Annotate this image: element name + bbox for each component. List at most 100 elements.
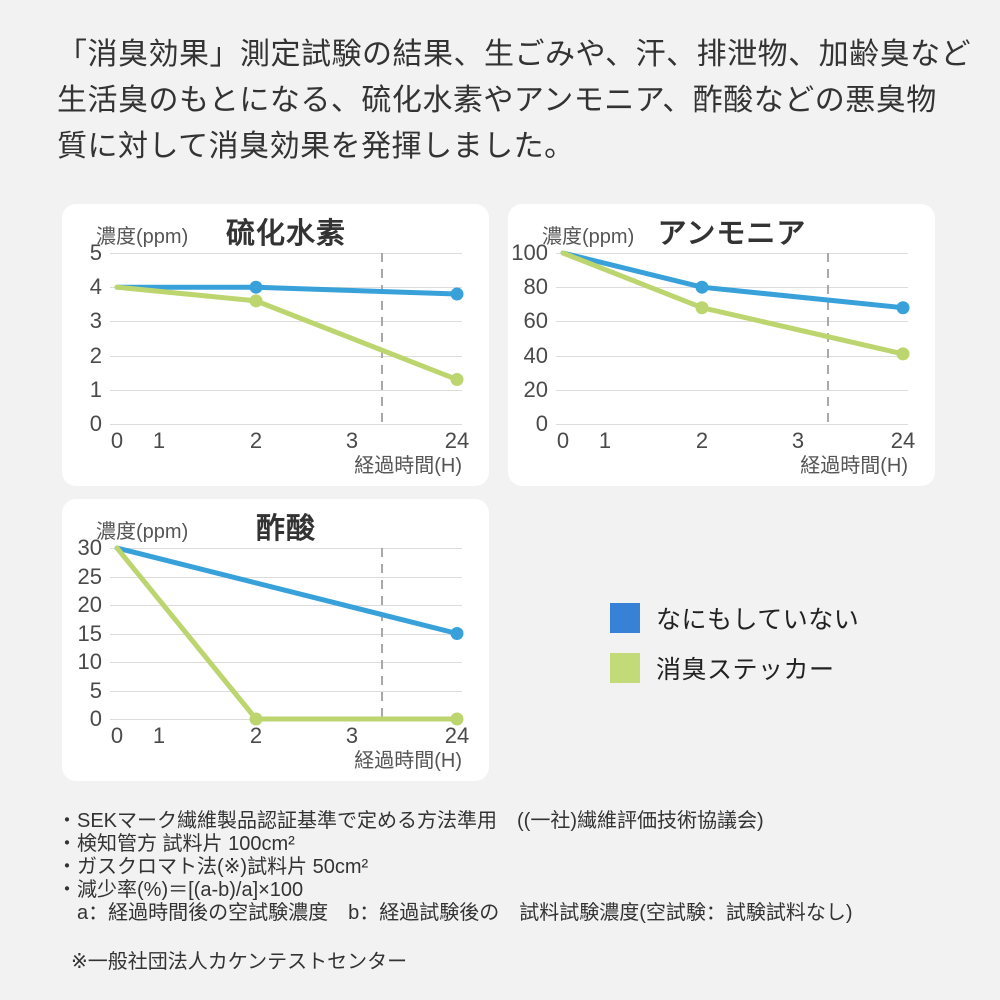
gridline: [110, 605, 462, 606]
x-tick-label: 2: [249, 428, 263, 453]
x-tick-label: 3: [345, 428, 359, 453]
y-tick-label: 100: [511, 240, 548, 265]
data-point-dot: [450, 712, 464, 726]
gridline: [110, 321, 462, 323]
gridline: [110, 633, 462, 635]
legend-item-deodorant-sticker: 消臭ステッカー: [610, 653, 859, 684]
y-axis-title: 濃度(ppm): [96, 226, 189, 248]
plot-area: 5 4 3 2 1 0 0 1 2 3 24: [62, 204, 489, 486]
footnote-line-1: ・SEKマーク繊維製品認証基準で定める方法準用 ((一社)繊維評価技術協議会): [57, 810, 764, 832]
x-tick-label: 0: [110, 428, 124, 453]
plot-area: 100 80 60 40 20 0 0 1 2 3 24: [508, 204, 935, 486]
y-tick-label: 3: [89, 308, 102, 334]
y-tick-label: 80: [523, 274, 548, 300]
x-tick-label: 3: [345, 723, 359, 748]
data-point-dot: [249, 712, 263, 726]
y-tick-label: 25: [77, 563, 102, 589]
legend-swatch-green: [610, 653, 640, 683]
y-tick-label: 2: [89, 342, 102, 368]
y-tick-label: 0: [535, 411, 548, 436]
chart-title: アンモニア: [657, 218, 807, 250]
data-point-dot: [450, 627, 464, 640]
gridline: [110, 662, 462, 663]
legend-label: なにもしていない: [656, 606, 860, 634]
gridline: [556, 389, 908, 391]
footnote-source: ※一般社団法人カケンテストセンター: [71, 951, 408, 973]
header-line-1: 「消臭効果」測定試験の結果、生ごみや、汗、排泄物、加齢臭など: [57, 38, 972, 71]
legend: なにもしていない 消臭ステッカー: [610, 603, 859, 703]
chart-card-acetic-acid: 30 25 20 15 10 5 0 0 1 2 3 24 濃度(ppm) 酢酸 経過時間(H): [62, 499, 489, 781]
footnotes: ・SEKマーク繊維製品認証基準で定める方法準用 ((一社)繊維評価技術協議会) …: [57, 810, 853, 974]
legend-label: 消臭ステッカー: [656, 656, 835, 684]
data-point-dot: [450, 287, 464, 301]
y-tick-label: 15: [77, 620, 102, 646]
plot-area: 30 25 20 15 10 5 0 0 1 2 3 24: [62, 499, 489, 781]
chart-title: 硫化水素: [225, 218, 346, 250]
data-point-dot: [896, 347, 910, 361]
data-point-dot: [450, 373, 464, 387]
x-tick-label: 1: [598, 428, 612, 453]
y-tick-label: 5: [89, 677, 102, 703]
chart-canvas: [114, 545, 464, 726]
header-line-3: 質に対して消臭効果を発揮しました。: [57, 130, 575, 163]
y-tick-label: 20: [77, 592, 102, 617]
y-tick-label: 60: [523, 308, 548, 334]
gridline: [110, 548, 462, 549]
header-text: 「消臭効果」測定試験の結果、生ごみや、汗、排泄物、加齢臭など 生活臭のもとになる…: [57, 32, 972, 170]
series-line: [560, 250, 906, 311]
chart-card-ammonia: 100 80 60 40 20 0 0 1 2 3 24 濃度(ppm) アンモニア 経過時間(H): [508, 204, 935, 486]
gridline: [556, 321, 908, 323]
footnote-line-3: ・ガスクロマト法(※)試料片 50cm²: [57, 856, 369, 878]
gridline: [110, 424, 462, 425]
data-point-dot: [249, 294, 263, 308]
series-line: [114, 284, 460, 383]
y-tick-label: 20: [523, 376, 548, 402]
data-point-dot: [896, 301, 910, 315]
y-axis-title: 濃度(ppm): [542, 226, 635, 248]
x-tick-label: 24: [444, 723, 470, 748]
gridline: [110, 690, 462, 692]
y-tick-label: 5: [89, 240, 102, 265]
y-axis-title: 濃度(ppm): [96, 521, 189, 543]
gridline: [110, 355, 462, 357]
gridline: [556, 253, 908, 254]
gridline: [556, 424, 908, 425]
chart-title: 酢酸: [255, 513, 316, 545]
y-tick-label: 1: [89, 376, 102, 402]
x-tick-label: 24: [444, 428, 470, 453]
footnote-line-5: a：経過時間後の空試験濃度 b：経過試験後の 試料試験濃度(空試験：試験試料なし…: [57, 902, 853, 924]
data-point-dot: [695, 301, 709, 315]
gridline: [110, 389, 462, 391]
y-tick-label: 0: [89, 411, 102, 436]
legend-swatch-blue: [610, 603, 640, 633]
x-tick-label: 1: [152, 428, 166, 453]
y-tick-label: 30: [77, 535, 102, 560]
x-axis-title: 経過時間(H): [354, 455, 462, 477]
series-line: [114, 545, 460, 636]
data-point-dot: [695, 280, 709, 294]
y-tick-label: 4: [89, 274, 102, 300]
gridline: [110, 253, 462, 254]
y-tick-label: 0: [89, 706, 102, 731]
x-axis-title: 経過時間(H): [800, 455, 908, 477]
gridline: [556, 355, 908, 357]
x-axis-title: 経過時間(H): [354, 750, 462, 772]
header-line-2: 生活臭のもとになる、硫化水素やアンモニア、酢酸などの悪臭物: [57, 84, 937, 117]
x-tick-label: 24: [890, 428, 916, 453]
gridline: [556, 287, 908, 289]
y-tick-label: 10: [77, 649, 102, 674]
x-tick-label: 0: [110, 723, 124, 748]
series-line: [114, 545, 460, 722]
x-tick-label: 3: [791, 428, 805, 453]
gridline: [110, 576, 462, 578]
footnote-line-2: ・検知管方 試料片 100cm²: [57, 833, 295, 855]
x-tick-label: 0: [556, 428, 570, 453]
y-tick-label: 40: [523, 342, 548, 368]
chart-card-hydrogen-sulfide: 5 4 3 2 1 0 0 1 2 3 24 濃度(ppm) 硫化水素 経過時間(H): [62, 204, 489, 486]
chart-canvas: [114, 253, 464, 424]
x-tick-label: 2: [249, 723, 263, 748]
legend-item-no-treatment: なにもしていない: [610, 603, 860, 634]
x-tick-label: 1: [152, 723, 166, 748]
x-tick-label: 2: [695, 428, 709, 453]
